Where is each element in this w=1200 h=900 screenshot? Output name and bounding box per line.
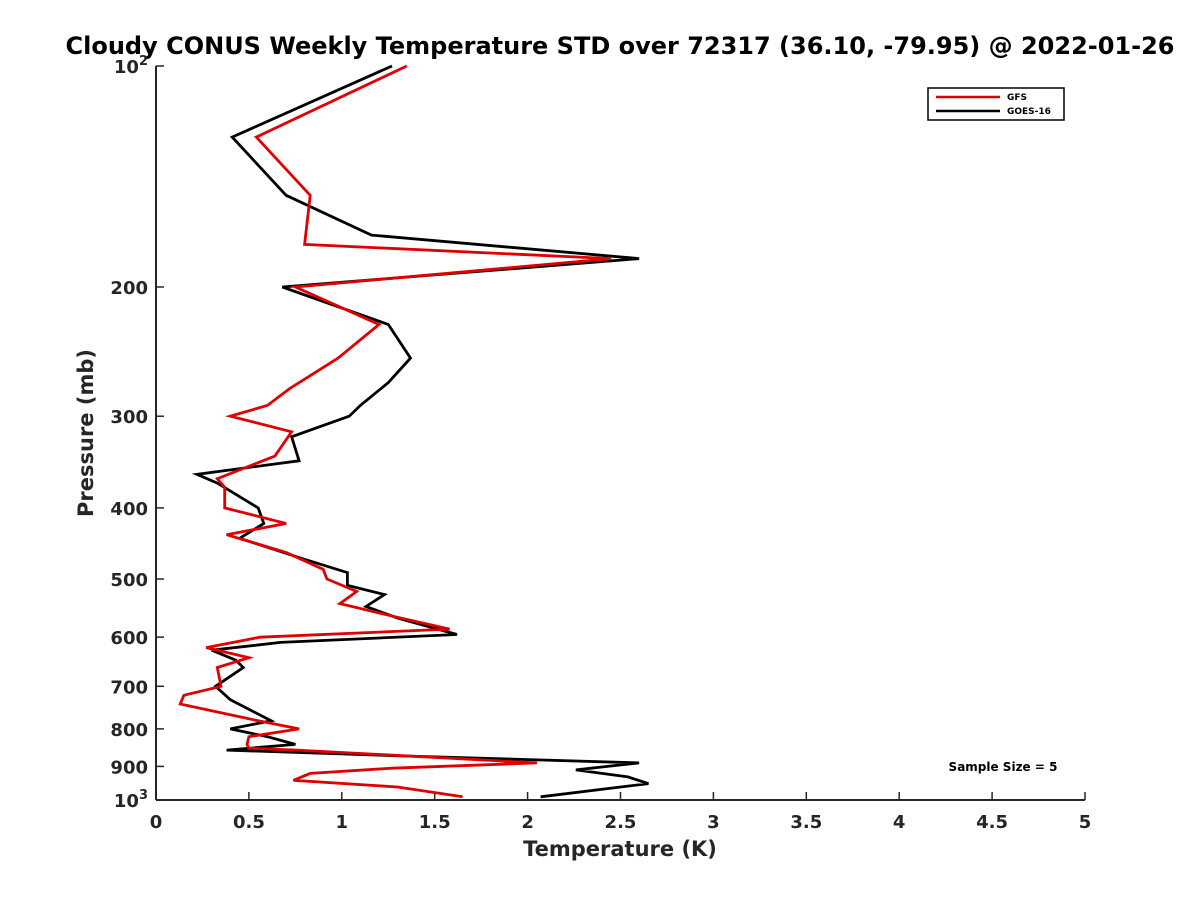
- x-axis-label: Temperature (K): [523, 837, 717, 861]
- x-tick-label: 2.5: [605, 812, 637, 833]
- x-tick-label: 4: [893, 812, 906, 833]
- chart-title: Cloudy CONUS Weekly Temperature STD over…: [66, 32, 1175, 60]
- x-ticks: 0 0.5 1 1.5 2 2.5 3 3.5 4 4.5 5: [150, 792, 1092, 833]
- y-tick-label: 900: [110, 757, 148, 778]
- series-line-goes-16: [191, 64, 649, 799]
- y-tick-label: 102: [114, 54, 148, 78]
- y-tick-label: 600: [110, 628, 148, 649]
- legend-label-gfs: GFS: [1007, 93, 1027, 103]
- x-tick-label: 0.5: [233, 812, 265, 833]
- x-tick-label: 3.5: [790, 812, 822, 833]
- x-tick-label: 2: [521, 812, 534, 833]
- legend-label-goes-16: GOES-16: [1007, 107, 1051, 117]
- y-tick-label: 200: [110, 278, 148, 299]
- y-tick-label: 800: [110, 720, 148, 741]
- x-tick-label: 5: [1079, 812, 1092, 833]
- series-lines: [178, 64, 649, 799]
- x-tick-label: 4.5: [976, 812, 1008, 833]
- x-tick-label: 0: [150, 812, 163, 833]
- legend: GFS GOES-16: [927, 87, 1065, 121]
- x-tick-label: 3: [707, 812, 720, 833]
- legend-box: [927, 87, 1065, 121]
- series-line-gfs: [178, 64, 612, 799]
- y-ticks: 102 200 300 400 500 600 700 800 900 103: [110, 54, 164, 812]
- y-tick-label: 500: [110, 570, 148, 591]
- x-tick-label: 1: [336, 812, 349, 833]
- plot-area: 0 0.5 1 1.5 2 2.5 3 3.5 4 4.5 5 102 200 300 400 500 600…: [110, 54, 1091, 833]
- x-tick-label: 1.5: [419, 812, 451, 833]
- y-axis-label: Pressure (mb): [74, 349, 98, 517]
- y-tick-label: 700: [110, 677, 148, 698]
- sample-size-annotation: Sample Size = 5: [949, 760, 1058, 774]
- y-tick-label: 103: [114, 788, 148, 812]
- y-tick-label: 300: [110, 407, 148, 428]
- y-tick-label: 400: [110, 499, 148, 520]
